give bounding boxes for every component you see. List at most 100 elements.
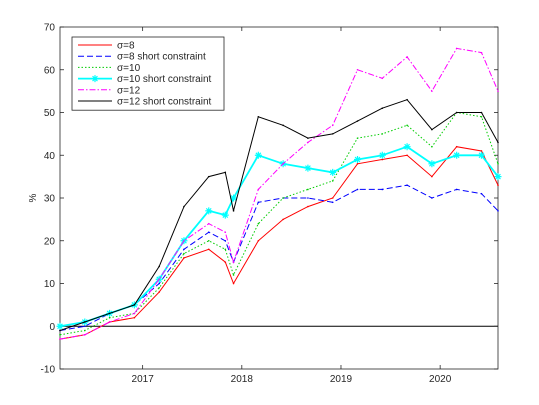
legend-label: σ=8 short constraint [117, 52, 206, 63]
data-point [494, 173, 502, 181]
data-point [257, 239, 260, 242]
data-point [497, 90, 499, 92]
data-point [59, 334, 61, 336]
data-point [158, 291, 160, 293]
y-tick-label: 10 [44, 279, 56, 290]
data-point [232, 261, 235, 263]
data-point [133, 316, 136, 319]
y-axis-label: % [28, 193, 39, 202]
data-point [480, 150, 483, 152]
data-point [56, 322, 64, 330]
y-tick-label: 40 [44, 151, 56, 162]
data-point [455, 145, 458, 148]
data-point [224, 231, 227, 233]
data-point [207, 239, 210, 242]
data-point [108, 316, 111, 319]
data-point [455, 188, 458, 191]
data-point [257, 222, 260, 225]
data-point [224, 261, 227, 263]
data-point [406, 184, 408, 186]
data-point [224, 248, 227, 251]
data-point [307, 205, 309, 208]
data-point [381, 107, 384, 110]
x-tick-label: 2018 [231, 374, 254, 385]
data-point [83, 321, 86, 323]
data-point [406, 124, 408, 127]
data-point [232, 282, 235, 285]
data-point [497, 184, 499, 186]
y-tick-label: -10 [41, 365, 56, 376]
data-point [282, 124, 284, 127]
data-point [183, 257, 185, 259]
x-tick-label: 2020 [429, 374, 452, 385]
legend-label: σ=12 [117, 85, 141, 96]
data-point [307, 141, 309, 144]
data-point [403, 143, 411, 151]
data-point [304, 164, 312, 172]
data-point [381, 133, 384, 135]
data-point [480, 51, 483, 54]
y-tick-label: 70 [44, 23, 56, 34]
data-point [158, 278, 160, 281]
data-point [257, 201, 260, 204]
data-point [133, 304, 136, 306]
data-point [428, 160, 436, 168]
data-point [307, 188, 309, 191]
legend-label: σ=8 [117, 41, 135, 52]
data-point [282, 163, 284, 165]
series-line-4 [59, 47, 499, 340]
legend-label: σ=10 [117, 63, 141, 74]
data-point [221, 211, 229, 219]
series-line-3 [59, 145, 499, 328]
data-point [406, 98, 408, 101]
data-point [331, 133, 334, 135]
x-tick-label: 2017 [132, 374, 155, 385]
data-point [406, 56, 408, 58]
data-point [356, 188, 359, 191]
data-point [183, 252, 185, 255]
data-point [480, 111, 483, 114]
data-point [224, 239, 227, 242]
data-point [329, 168, 337, 176]
data-point [108, 321, 111, 323]
data-point [232, 274, 235, 276]
data-point [356, 120, 359, 122]
y-tick-label: 20 [44, 236, 56, 247]
data-point [257, 188, 260, 191]
data-point [455, 47, 458, 50]
data-point [232, 210, 235, 212]
y-tick-label: 50 [44, 108, 56, 119]
data-point [307, 137, 309, 139]
data-point [497, 210, 499, 212]
data-point [59, 329, 61, 332]
legend-marker [91, 75, 99, 83]
data-point [497, 141, 499, 144]
data-point [431, 128, 433, 131]
data-point [307, 197, 309, 199]
data-point [354, 156, 362, 164]
data-point [158, 286, 160, 289]
data-point [205, 207, 213, 215]
data-point [455, 111, 458, 114]
data-point [356, 68, 359, 71]
y-tick-label: 60 [44, 65, 56, 76]
data-point [480, 192, 483, 195]
series-line-2 [59, 111, 499, 336]
data-point [59, 338, 61, 340]
legend-box [71, 36, 225, 111]
data-point [431, 145, 433, 148]
data-point [207, 222, 210, 225]
data-point [158, 265, 160, 268]
x-tick-label: 2019 [330, 374, 353, 385]
data-point [282, 218, 284, 221]
data-point [183, 205, 185, 208]
legend-label: σ=12 short constraint [117, 97, 211, 108]
data-point [331, 201, 334, 204]
data-point [381, 77, 384, 80]
data-point [431, 90, 433, 92]
data-point [158, 282, 160, 285]
data-point [183, 239, 185, 242]
data-point [453, 151, 461, 159]
data-point [406, 154, 408, 157]
